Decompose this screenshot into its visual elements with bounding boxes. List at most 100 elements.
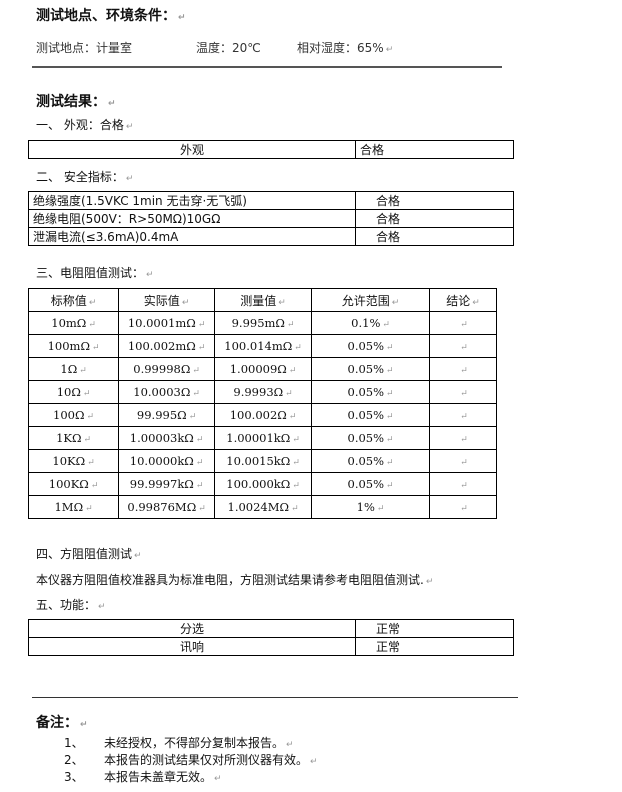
measured-value-cell: 100.014mΩ bbox=[214, 334, 313, 358]
note-number: 3、 bbox=[64, 770, 84, 784]
conclusion-cell bbox=[429, 495, 497, 519]
env-heading: 测试地点、环境条件： bbox=[36, 5, 186, 25]
nominal-value-cell: 10Ω bbox=[27, 380, 120, 404]
safety-item: 绝缘强度(1.5VKC 1min 无击穿·无飞弧) bbox=[28, 191, 356, 210]
function-title: 五、功能： bbox=[36, 596, 106, 613]
function-result: 正常 bbox=[355, 637, 514, 656]
function-result: 正常 bbox=[355, 619, 514, 638]
humidity: 相对湿度：65% bbox=[297, 39, 393, 56]
table-row: 1MΩ0.99876MΩ1.0024MΩ1% bbox=[27, 495, 497, 519]
safety-item: 泄漏电流(≤3.6mA)0.4mA bbox=[28, 227, 356, 246]
measured-value-cell: 100.000kΩ bbox=[214, 472, 313, 496]
actual-value-cell: 10.0001mΩ bbox=[118, 311, 216, 335]
note-text: 未经授权，不得部分复制本报告。 bbox=[104, 734, 294, 751]
conclusion-cell bbox=[429, 357, 497, 381]
safety-result: 合格 bbox=[355, 227, 514, 246]
note-text: 本报告的测试结果仅对所测仪器有效。 bbox=[104, 751, 318, 768]
tolerance-cell: 0.05% bbox=[311, 380, 431, 404]
table-row: 1Ω0.99998Ω1.00009Ω0.05% bbox=[27, 357, 497, 381]
tolerance-cell: 0.05% bbox=[311, 403, 431, 427]
table-row: 10KΩ10.0000kΩ10.0015kΩ0.05% bbox=[27, 449, 497, 473]
actual-value-cell: 99.995Ω bbox=[118, 403, 216, 427]
nominal-value-cell: 100KΩ bbox=[27, 472, 120, 496]
table-row: 讯响 正常 bbox=[28, 637, 514, 656]
table-row: 泄漏电流(≤3.6mA)0.4mA 合格 bbox=[28, 227, 514, 246]
actual-value-cell: 100.002mΩ bbox=[118, 334, 216, 358]
conclusion-cell bbox=[429, 311, 497, 335]
appearance-result: 合格 bbox=[355, 140, 514, 159]
safety-table: 绝缘强度(1.5VKC 1min 无击穿·无飞弧) 合格 绝缘电阻(500V：R>… bbox=[28, 191, 514, 246]
divider bbox=[32, 66, 502, 68]
table-row: 1KΩ1.00003kΩ1.00001kΩ0.05% bbox=[27, 426, 497, 450]
column-header: 测量值 bbox=[214, 288, 313, 312]
nominal-value-cell: 100mΩ bbox=[27, 334, 120, 358]
safety-title: 二、 安全指标： bbox=[36, 168, 133, 185]
safety-item: 绝缘电阻(500V：R>50MΩ)10GΩ bbox=[28, 209, 356, 228]
measured-value-cell: 9.9993Ω bbox=[214, 380, 313, 404]
conclusion-cell bbox=[429, 334, 497, 358]
sheet-title: 四、方阻阻值测试 bbox=[36, 545, 142, 562]
column-header: 标称值 bbox=[27, 288, 120, 312]
table-row: 绝缘电阻(500V：R>50MΩ)10GΩ 合格 bbox=[28, 209, 514, 228]
column-header: 实际值 bbox=[118, 288, 216, 312]
appearance-item: 外观 bbox=[28, 140, 356, 159]
conclusion-cell bbox=[429, 403, 497, 427]
function-item: 讯响 bbox=[28, 637, 356, 656]
actual-value-cell: 99.9997kΩ bbox=[118, 472, 216, 496]
note-number: 1、 bbox=[64, 736, 84, 750]
tolerance-cell: 0.05% bbox=[311, 357, 431, 381]
measured-value-cell: 9.995mΩ bbox=[214, 311, 313, 335]
nominal-value-cell: 1Ω bbox=[27, 357, 120, 381]
results-heading: 测试结果： bbox=[36, 91, 116, 111]
nominal-value-cell: 1MΩ bbox=[27, 495, 120, 519]
actual-value-cell: 0.99998Ω bbox=[118, 357, 216, 381]
actual-value-cell: 1.00003kΩ bbox=[118, 426, 216, 450]
tolerance-cell: 0.1% bbox=[311, 311, 431, 335]
actual-value-cell: 10.0003Ω bbox=[118, 380, 216, 404]
appearance-title: 一、 外观：合格 bbox=[36, 116, 133, 133]
notes-heading: 备注： bbox=[36, 712, 88, 732]
table-row: 10mΩ10.0001mΩ9.995mΩ0.1% bbox=[27, 311, 497, 335]
safety-result: 合格 bbox=[355, 209, 514, 228]
column-header: 结论 bbox=[429, 288, 497, 312]
nominal-value-cell: 10KΩ bbox=[27, 449, 120, 473]
resistance-table: 标称值实际值测量值允许范围结论 10mΩ10.0001mΩ9.995mΩ0.1%… bbox=[27, 288, 497, 519]
measured-value-cell: 100.002Ω bbox=[214, 403, 313, 427]
test-location: 测试地点：计量室 bbox=[36, 41, 133, 55]
table-header-row: 标称值实际值测量值允许范围结论 bbox=[27, 288, 497, 312]
sheet-text: 本仪器方阻阻值校准器具为标准电阻，方阻测试结果请参考电阻阻值测试. bbox=[36, 571, 433, 588]
safety-result: 合格 bbox=[355, 191, 514, 210]
function-item: 分选 bbox=[28, 619, 356, 638]
tolerance-cell: 1% bbox=[311, 495, 431, 519]
note-number: 2、 bbox=[64, 753, 84, 767]
temperature: 温度：20℃ bbox=[196, 41, 261, 55]
note-text: 本报告未盖章无效。 bbox=[104, 768, 222, 785]
tolerance-cell: 0.05% bbox=[311, 472, 431, 496]
table-row: 100Ω99.995Ω100.002Ω0.05% bbox=[27, 403, 497, 427]
measured-value-cell: 10.0015kΩ bbox=[214, 449, 313, 473]
measured-value-cell: 1.00001kΩ bbox=[214, 426, 313, 450]
tolerance-cell: 0.05% bbox=[311, 426, 431, 450]
conclusion-cell bbox=[429, 426, 497, 450]
measured-value-cell: 1.00009Ω bbox=[214, 357, 313, 381]
tolerance-cell: 0.05% bbox=[311, 449, 431, 473]
nominal-value-cell: 1KΩ bbox=[27, 426, 120, 450]
actual-value-cell: 0.99876MΩ bbox=[118, 495, 216, 519]
divider bbox=[32, 697, 518, 698]
conclusion-cell bbox=[429, 449, 497, 473]
appearance-table: 外观 合格 bbox=[28, 140, 514, 159]
column-header: 允许范围 bbox=[311, 288, 431, 312]
nominal-value-cell: 100Ω bbox=[27, 403, 120, 427]
conclusion-cell bbox=[429, 380, 497, 404]
tolerance-cell: 0.05% bbox=[311, 334, 431, 358]
nominal-value-cell: 10mΩ bbox=[27, 311, 120, 335]
function-table: 分选 正常 讯响 正常 bbox=[28, 619, 514, 656]
table-row: 100KΩ99.9997kΩ100.000kΩ0.05% bbox=[27, 472, 497, 496]
table-row: 分选 正常 bbox=[28, 619, 514, 638]
table-row: 100mΩ100.002mΩ100.014mΩ0.05% bbox=[27, 334, 497, 358]
table-row: 10Ω10.0003Ω9.9993Ω0.05% bbox=[27, 380, 497, 404]
table-row: 绝缘强度(1.5VKC 1min 无击穿·无飞弧) 合格 bbox=[28, 191, 514, 210]
table-row: 外观 合格 bbox=[28, 140, 514, 159]
actual-value-cell: 10.0000kΩ bbox=[118, 449, 216, 473]
